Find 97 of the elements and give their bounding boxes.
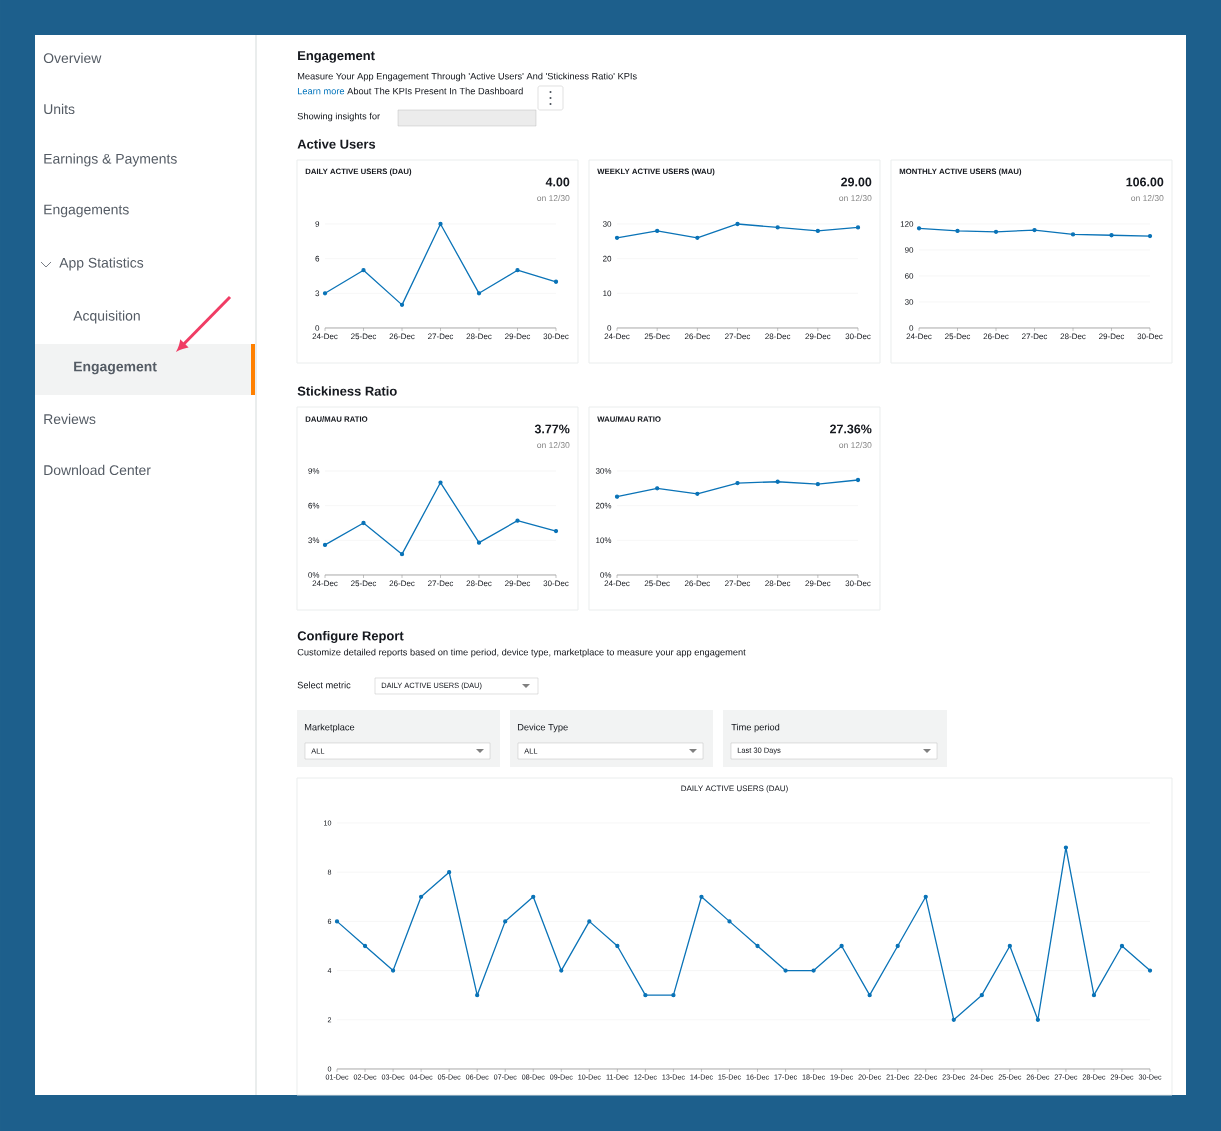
point bbox=[735, 221, 740, 227]
point bbox=[322, 542, 328, 548]
point bbox=[399, 302, 405, 308]
point bbox=[643, 993, 648, 998]
text: on 12/30 bbox=[1131, 194, 1164, 202]
point bbox=[1007, 943, 1012, 949]
text: Earnings & Payments bbox=[44, 153, 177, 167]
point bbox=[1032, 227, 1037, 233]
text: Units bbox=[44, 103, 75, 115]
point bbox=[503, 919, 508, 924]
point bbox=[361, 268, 366, 273]
point bbox=[735, 480, 740, 486]
point bbox=[553, 528, 559, 534]
point bbox=[951, 1017, 956, 1022]
text: Customize detailed reports based on time period, device type, marketplace to measure your app engagement bbox=[297, 648, 746, 658]
text: App Statistics bbox=[59, 257, 144, 271]
text: 27.36% bbox=[830, 424, 872, 434]
text: on 12/30 bbox=[537, 441, 570, 449]
text: Device Type bbox=[517, 723, 568, 733]
text: on 12/30 bbox=[839, 441, 872, 449]
text: Engagements bbox=[44, 204, 129, 218]
text: Overview bbox=[43, 52, 102, 64]
point bbox=[727, 919, 732, 924]
text: on 12/30 bbox=[839, 194, 872, 202]
point bbox=[916, 226, 922, 231]
text: 29.00 bbox=[841, 177, 872, 187]
point bbox=[783, 968, 788, 973]
point bbox=[447, 870, 452, 875]
text: Showing insights for bbox=[297, 112, 380, 122]
text: on 12/30 bbox=[537, 194, 570, 202]
point bbox=[955, 228, 960, 234]
point bbox=[855, 225, 861, 230]
point bbox=[587, 919, 592, 924]
point bbox=[923, 894, 928, 899]
point bbox=[475, 993, 480, 998]
point bbox=[553, 279, 559, 284]
point bbox=[979, 993, 984, 998]
point bbox=[1147, 968, 1153, 973]
point bbox=[695, 235, 700, 240]
point bbox=[559, 968, 564, 973]
point bbox=[614, 494, 620, 499]
text: Reviews bbox=[44, 413, 96, 425]
point bbox=[867, 993, 872, 998]
point bbox=[1119, 943, 1125, 949]
point bbox=[531, 894, 536, 899]
text: Download Center bbox=[44, 464, 151, 476]
point bbox=[361, 520, 366, 526]
text: 106.00 bbox=[1126, 177, 1164, 187]
point bbox=[614, 235, 620, 240]
point bbox=[1091, 993, 1097, 998]
point bbox=[515, 518, 520, 523]
point bbox=[362, 943, 368, 949]
point bbox=[399, 552, 405, 557]
point bbox=[815, 482, 820, 487]
point bbox=[655, 228, 660, 234]
point bbox=[1063, 845, 1069, 850]
point bbox=[839, 943, 844, 949]
point bbox=[418, 894, 424, 899]
text: Configure Report bbox=[297, 630, 404, 644]
point bbox=[695, 491, 700, 497]
point bbox=[699, 894, 704, 899]
text: Learn more bbox=[297, 87, 345, 95]
point bbox=[476, 540, 482, 545]
point bbox=[438, 480, 443, 485]
text: Engagement bbox=[298, 51, 375, 63]
point bbox=[815, 228, 820, 234]
point bbox=[390, 968, 396, 973]
text: Engagement bbox=[74, 361, 157, 375]
point bbox=[775, 225, 780, 230]
text: 4.00 bbox=[545, 177, 570, 187]
point bbox=[895, 943, 900, 949]
point bbox=[515, 268, 520, 273]
point bbox=[671, 993, 676, 998]
point bbox=[811, 968, 816, 973]
point bbox=[1109, 233, 1114, 238]
point bbox=[334, 919, 340, 924]
point bbox=[322, 291, 328, 296]
text: Marketplace bbox=[304, 723, 355, 733]
text: Active Users bbox=[297, 139, 376, 149]
point bbox=[438, 221, 443, 227]
text: Time period bbox=[731, 723, 780, 733]
text: Select metric bbox=[297, 681, 351, 689]
text: 3.77% bbox=[534, 424, 570, 434]
point bbox=[1070, 232, 1076, 237]
text: Stickiness Ratio bbox=[297, 386, 397, 396]
text: Acquisition bbox=[73, 310, 140, 324]
point bbox=[1035, 1017, 1041, 1022]
point bbox=[655, 486, 660, 491]
point bbox=[476, 291, 482, 296]
text: About The KPIs Present In The Dashboard bbox=[347, 87, 523, 95]
point bbox=[615, 943, 620, 949]
point bbox=[755, 943, 760, 949]
point bbox=[1147, 233, 1153, 239]
point bbox=[775, 479, 780, 484]
text: Measure Your App Engagement Through 'Active Users' And 'Stickiness Ratio' KPIs bbox=[297, 72, 637, 82]
point bbox=[855, 477, 861, 483]
point bbox=[993, 229, 999, 234]
